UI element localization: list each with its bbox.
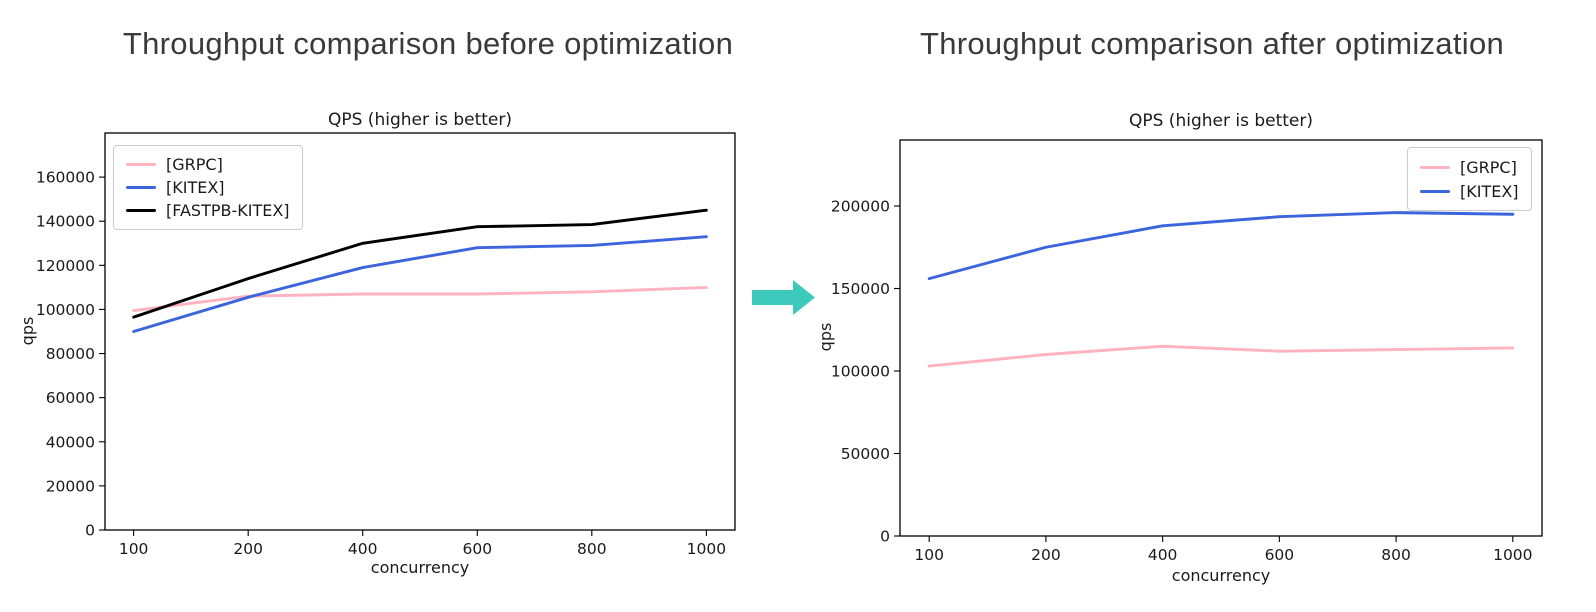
y-tick-label: 200000: [831, 198, 890, 216]
y-tick-label: 140000: [36, 213, 95, 231]
legend-line-sample: [126, 186, 156, 189]
right-arrow-shape: [752, 280, 815, 315]
y-tick-label: 160000: [36, 169, 95, 187]
y-tick-label: 100000: [36, 301, 95, 319]
x-tick-label: 600: [1265, 546, 1295, 564]
legend-entry: [KITEX]: [126, 176, 290, 199]
chart-before-optimization: QPS (higher is better) concurrency qps 0…: [18, 110, 736, 577]
x-axis-label: concurrency: [1172, 566, 1270, 585]
x-tick-label: 200: [1031, 546, 1061, 564]
x-tick-label: 800: [1381, 546, 1411, 564]
y-tick-label: 60000: [46, 389, 95, 407]
series-line-[KITEX]: [132, 235, 708, 333]
series-line-[GRPC]: [132, 285, 708, 312]
legend-line-sample: [126, 209, 156, 212]
x-tick-label: 1000: [1493, 546, 1532, 564]
plot-border: [899, 139, 1543, 537]
chart-title: QPS (higher is better): [328, 110, 512, 130]
plot-border: [104, 132, 736, 531]
y-tick-label: 0: [880, 528, 890, 546]
legend-entry: [GRPC]: [126, 153, 290, 176]
x-tick-label: 100: [914, 546, 944, 564]
right-arrow-icon: [752, 280, 815, 315]
legend-line-sample: [126, 163, 156, 166]
y-tick-label: 50000: [841, 445, 890, 463]
y-tick-label: 20000: [46, 477, 95, 495]
y-tick-label: 80000: [46, 345, 95, 363]
y-axis-label: qps: [18, 317, 37, 346]
legend-line-sample: [1420, 189, 1450, 193]
x-tick-label: 400: [348, 540, 378, 558]
legend-before: [GRPC] [KITEX] [FASTPB-KITEX]: [113, 145, 303, 230]
legend-entry: [FASTPB-KITEX]: [126, 199, 290, 222]
legend-label: [GRPC]: [166, 155, 223, 174]
heading-before-optimization: Throughput comparison before optimizatio…: [122, 26, 734, 61]
series-line-[GRPC]: [927, 344, 1515, 368]
x-tick-label: 600: [462, 540, 492, 558]
legend-label: [KITEX]: [1460, 181, 1519, 201]
y-tick-label: 150000: [831, 280, 890, 298]
legend-label: [FASTPB-KITEX]: [166, 201, 290, 220]
series-line-[KITEX]: [927, 211, 1515, 281]
heading-after-optimization: Throughput comparison after optimization: [919, 26, 1505, 61]
x-tick-label: 800: [577, 540, 607, 558]
legend-line-sample: [1420, 165, 1450, 169]
legend-after: [GRPC] [KITEX]: [1407, 147, 1532, 211]
legend-label: [GRPC]: [1460, 157, 1517, 177]
legend-entry: [KITEX]: [1420, 179, 1519, 203]
x-tick-label: 200: [233, 540, 263, 558]
x-tick-label: 100: [119, 540, 149, 558]
x-axis-label: concurrency: [371, 558, 469, 577]
x-tick-label: 1000: [687, 540, 726, 558]
legend-entry: [GRPC]: [1420, 155, 1519, 179]
x-tick-label: 400: [1148, 546, 1178, 564]
y-tick-label: 100000: [831, 363, 890, 381]
y-tick-label: 40000: [46, 433, 95, 451]
chart-title: QPS (higher is better): [1129, 111, 1313, 131]
legend-label: [KITEX]: [166, 178, 225, 197]
y-tick-label: 0: [85, 522, 95, 540]
chart-after-optimization: QPS (higher is better) concurrency qps 0…: [820, 111, 1543, 585]
y-axis-label: qps: [820, 323, 835, 352]
series-line-[FASTPB-KITEX]: [132, 208, 708, 319]
y-tick-label: 120000: [36, 257, 95, 275]
